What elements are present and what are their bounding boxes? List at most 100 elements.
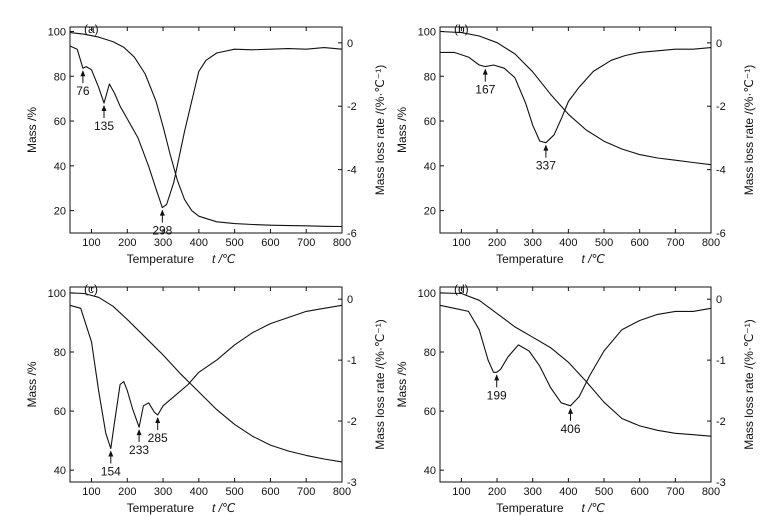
panel-label-b: (b) (454, 22, 469, 36)
y-right-tick-label: -2 (716, 101, 726, 113)
peak-arrowhead-c (155, 416, 161, 423)
x-tick-label: 500 (595, 237, 613, 249)
y-left-tick-label: 60 (424, 406, 436, 418)
y-right-tick-label: -1 (716, 355, 726, 367)
dtg-curve-b (440, 47, 712, 144)
peak-label: 233 (129, 443, 149, 457)
y-right-tick-label: 0 (716, 294, 722, 306)
mass-curve-a (69, 32, 343, 228)
x-tick-label: 800 (333, 486, 351, 498)
x-tick-label: 600 (261, 486, 279, 498)
x-tick-label: 600 (631, 237, 649, 249)
y-left-axis-title: Mass /% (25, 107, 39, 153)
x-tick-label: 300 (524, 237, 542, 249)
x-tick-label: 300 (154, 486, 172, 498)
dtg-curve-c (69, 304, 343, 450)
y-left-tick-label: 60 (54, 406, 66, 418)
x-tick-label: 400 (190, 237, 208, 249)
panel-d: 100 200 300 400 500 600 700 800 40 60 80 100 0 -1 -2 -3… (395, 282, 756, 515)
y-left-tick-label: 40 (54, 161, 66, 173)
y-left-axis-title: Mass /% (395, 107, 409, 153)
x-tick-label: 800 (702, 486, 720, 498)
peak-arrowhead-a (159, 209, 165, 216)
x-tick-label: 500 (225, 237, 243, 249)
dtg-curve-d (439, 304, 712, 407)
y-left-tick-label: 20 (424, 206, 436, 218)
y-left-axis-title: Mass /% (395, 361, 409, 407)
plot-frame-c (69, 286, 343, 483)
x-tick-label: 400 (559, 237, 577, 249)
y-left-tick-label: 40 (54, 465, 66, 477)
panel-b: 100 200 300 400 500 600 700 800 20 40 60 80 100 0 -2 -4… (395, 22, 756, 266)
y-right-tick-label: -4 (347, 165, 357, 177)
peak-label: 76 (76, 84, 90, 98)
peak-arrowhead-c (108, 450, 114, 457)
y-left-tick-label: 80 (424, 347, 436, 359)
y-right-tick-label: 0 (347, 38, 353, 50)
x-tick-label: 100 (452, 237, 470, 249)
x-axis-unit: t /℃ (582, 501, 606, 515)
y-right-tick-label: -4 (716, 165, 726, 177)
x-tick-label: 100 (82, 486, 100, 498)
y-left-tick-label: 100 (48, 26, 66, 38)
y-right-tick-label: -2 (347, 416, 357, 428)
y-right-tick-label: -1 (347, 355, 357, 367)
x-tick-label: 500 (595, 486, 613, 498)
x-tick-label: 700 (297, 486, 315, 498)
x-axis-title: Temperature (496, 501, 564, 515)
x-axis-title: Temperature (127, 252, 195, 266)
panel-label-a: (a) (84, 22, 99, 36)
y-right-axis-title: Mass loss rate /(%·℃⁻¹) (373, 319, 387, 450)
y-left-tick-label: 100 (48, 288, 66, 300)
y-left-tick-label: 60 (54, 116, 66, 128)
peak-label: 135 (94, 119, 114, 133)
peak-arrowhead-b (543, 144, 549, 151)
x-tick-label: 500 (225, 486, 243, 498)
peak-label: 337 (536, 159, 556, 173)
x-tick-label: 300 (524, 486, 542, 498)
x-tick-label: 800 (702, 237, 720, 249)
x-tick-label: 800 (333, 237, 351, 249)
x-tick-label: 200 (488, 237, 506, 249)
x-tick-label: 300 (154, 237, 172, 249)
y-right-tick-label: -3 (716, 477, 726, 489)
mass-curve-d (439, 292, 712, 437)
peak-arrowhead-d (494, 374, 500, 381)
dtg-curve-a (69, 45, 343, 209)
x-tick-label: 200 (118, 486, 136, 498)
peak-arrowhead-c (136, 429, 142, 436)
peak-label: 285 (148, 431, 168, 445)
y-left-tick-label: 40 (424, 161, 436, 173)
y-left-tick-label: 100 (418, 26, 436, 38)
y-left-tick-label: 80 (54, 347, 66, 359)
peak-label: 199 (487, 388, 507, 402)
peak-arrowhead-b (482, 68, 488, 75)
x-tick-label: 100 (82, 237, 100, 249)
peak-label: 154 (101, 464, 121, 478)
peak-arrowhead-d (568, 407, 574, 414)
panel-label-c: (c) (84, 282, 98, 296)
mass-curve-b (439, 30, 712, 166)
x-tick-label: 600 (261, 237, 279, 249)
peak-label: 406 (560, 422, 580, 436)
peak-label: 298 (152, 224, 172, 238)
panel-a: 100 200 300 400 500 600 700 800 20 40 60 80 100 0 -2 -4… (25, 22, 387, 266)
y-right-axis-title: Mass loss rate /(%·℃⁻¹) (742, 319, 756, 450)
panel-label-d: (d) (454, 282, 469, 296)
x-tick-label: 600 (631, 486, 649, 498)
y-right-tick-label: -3 (347, 477, 357, 489)
x-axis-title: Temperature (127, 501, 195, 515)
y-right-tick-label: 0 (716, 38, 722, 50)
y-right-tick-label: -2 (716, 416, 726, 428)
plot-frame-a (69, 26, 343, 234)
y-left-tick-label: 60 (424, 116, 436, 128)
x-tick-label: 700 (666, 237, 684, 249)
y-right-tick-label: 0 (347, 294, 353, 306)
x-tick-label: 200 (118, 237, 136, 249)
x-tick-label: 100 (452, 486, 470, 498)
y-left-tick-label: 100 (418, 288, 436, 300)
plot-frame-b (439, 26, 712, 234)
panel-c: 100 200 300 400 500 600 700 800 40 60 80 100 0 -1 -2 -3… (25, 282, 387, 515)
y-right-tick-label: -6 (716, 228, 726, 240)
plot-frame-d (439, 286, 712, 483)
